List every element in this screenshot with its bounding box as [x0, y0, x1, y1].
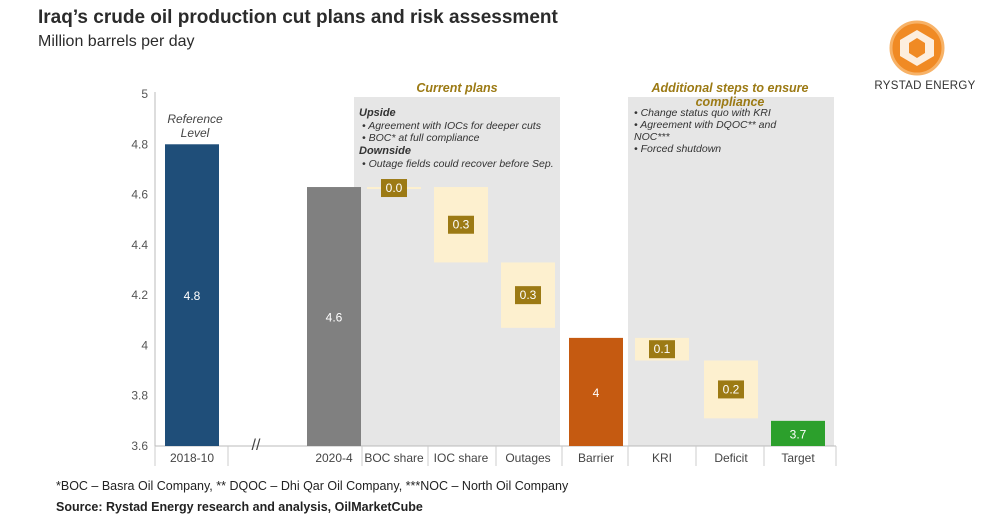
- additional-step-item: NOC***: [634, 131, 671, 143]
- footnote: *BOC – Basra Oil Company, ** DQOC – Dhi …: [56, 479, 569, 493]
- x-tick-label: BOC share: [364, 451, 424, 465]
- reference-level-label: Reference: [167, 112, 223, 126]
- cut-value-label: 0.2: [723, 382, 740, 396]
- y-tick-label: 4.6: [131, 188, 148, 202]
- y-tick-label: 3.8: [131, 389, 148, 403]
- cut-value-label: 0.3: [453, 218, 470, 232]
- x-tick-label: Target: [781, 451, 815, 465]
- source-note: Source: Rystad Energy research and analy…: [56, 500, 423, 514]
- logo-text: RYSTAD ENERGY: [874, 80, 976, 92]
- bar-value-label: 3.7: [790, 427, 807, 441]
- x-tick-label: 2018-10: [170, 451, 214, 465]
- y-tick-label: 4.4: [131, 238, 148, 252]
- cut-value-label: 0.1: [654, 342, 671, 356]
- cut-value-label: 0.3: [520, 288, 537, 302]
- y-tick-label: 4.8: [131, 137, 148, 151]
- cut-value-box: [448, 215, 474, 234]
- cut-value-label: 0.0: [386, 181, 403, 195]
- cut-value-box: [381, 179, 407, 198]
- y-tick-label: 5: [141, 87, 148, 101]
- bar-value-label: 4.8: [184, 289, 201, 303]
- downside-item: • Outage fields could recover before Sep…: [362, 158, 554, 170]
- bar-2018-10: [165, 144, 219, 447]
- additional-steps-title: Additional steps to ensure: [651, 81, 809, 95]
- cut-value-box: [718, 380, 744, 399]
- upside-heading: Upside: [359, 107, 396, 119]
- x-tick-label: Barrier: [578, 451, 614, 465]
- x-tick-label: Deficit: [714, 451, 748, 465]
- bar-value-label: 4.6: [326, 311, 343, 325]
- upside-item: • Agreement with IOCs for deeper cuts: [362, 120, 542, 132]
- x-tick-label: KRI: [652, 451, 672, 465]
- chart-title: Iraq’s crude oil production cut plans an…: [38, 7, 558, 28]
- reference-level-label: Level: [181, 126, 210, 140]
- bar-Target: [771, 420, 825, 446]
- additional-step-item: • Agreement with DQOC** and: [634, 119, 777, 131]
- additional-steps-title: compliance: [696, 95, 765, 109]
- x-tick-label: Outages: [505, 451, 550, 465]
- additional-step-item: • Forced shutdown: [634, 143, 721, 155]
- upside-item: • BOC* at full compliance: [362, 132, 480, 144]
- downside-heading: Downside: [359, 145, 411, 157]
- bar-value-label: 4: [593, 386, 600, 400]
- cut-value-box: [649, 340, 675, 359]
- rystad-logo-icon: [889, 20, 945, 76]
- axis-break-mark: //: [252, 437, 261, 454]
- x-tick-label: IOC share: [434, 451, 489, 465]
- y-tick-label: 4: [141, 338, 148, 352]
- x-tick-label: 2020-4: [315, 451, 353, 465]
- additional-step-item: • Change status quo with KRI: [634, 107, 771, 119]
- chart-subtitle: Million barrels per day: [38, 33, 195, 50]
- cut-value-box: [515, 286, 541, 305]
- y-tick-label: 3.6: [131, 439, 148, 453]
- bar-2020-4: [307, 187, 361, 446]
- bar-Barrier: [569, 337, 623, 446]
- current-plans-title: Current plans: [416, 81, 497, 95]
- y-tick-label: 4.2: [131, 288, 148, 302]
